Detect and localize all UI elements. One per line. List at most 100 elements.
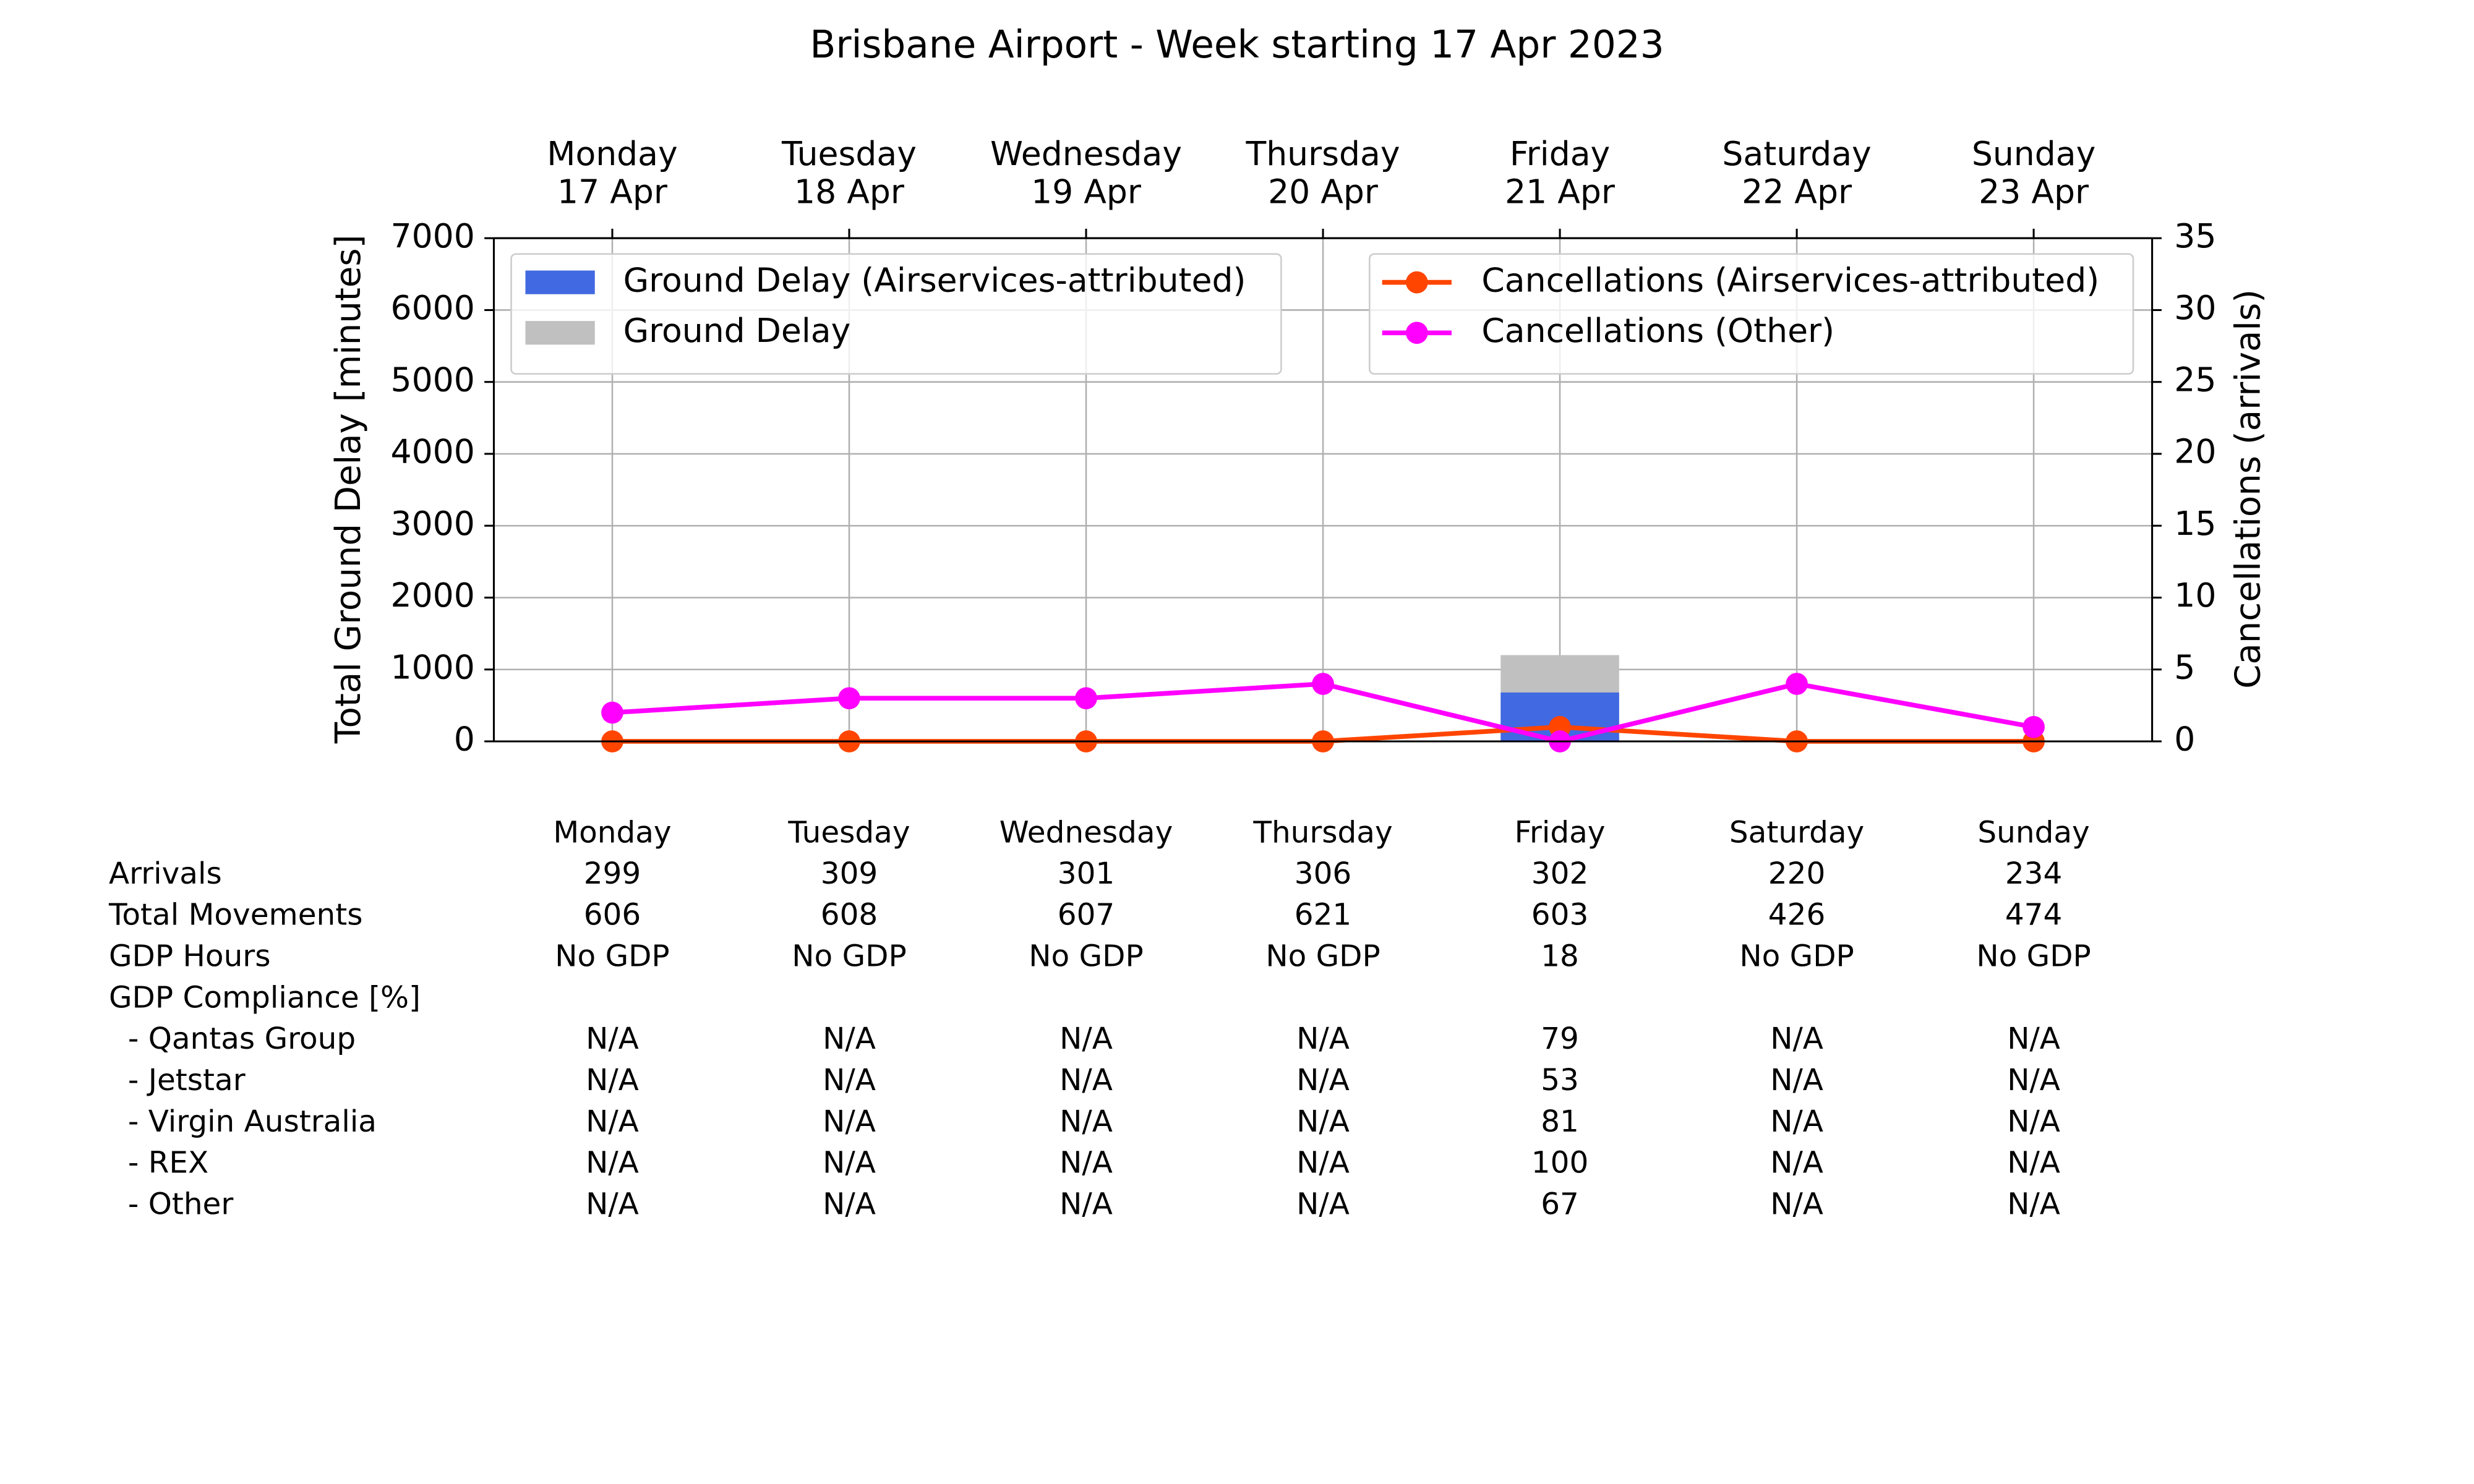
row-label: - REX xyxy=(109,1146,208,1180)
table-cell: 79 xyxy=(1541,1021,1579,1056)
y2-tick-label: 5 xyxy=(2174,647,2195,686)
y2-tick-label: 20 xyxy=(2174,432,2216,471)
table-cell: N/A xyxy=(586,1021,639,1056)
legend-swatch xyxy=(1405,271,1428,294)
legend-label: Cancellations (Other) xyxy=(1481,311,1834,350)
table-cell: N/A xyxy=(586,1146,639,1180)
y2-tick-label: 30 xyxy=(2174,288,2216,327)
table-cell: 301 xyxy=(1058,856,1115,891)
table-cell: 426 xyxy=(1768,898,1825,932)
table-cell: 81 xyxy=(1541,1104,1579,1139)
x-tick-label: Monday xyxy=(547,134,677,173)
legend-label: Ground Delay (Airservices-attributed) xyxy=(623,260,1246,299)
table-cell: No GDP xyxy=(792,939,906,973)
table-header: Tuesday xyxy=(787,815,910,850)
x-tick-label: 20 Apr xyxy=(1268,172,1379,211)
y-tick-label: 7000 xyxy=(391,216,475,255)
table-header: Thursday xyxy=(1252,815,1392,850)
table-cell: N/A xyxy=(2007,1146,2060,1180)
table-cell: No GDP xyxy=(555,939,669,973)
x-tick-label: Thursday xyxy=(1245,134,1400,173)
table-header: Saturday xyxy=(1729,815,1864,850)
y2-axis-label: Cancellations (arrivals) xyxy=(2228,289,2268,689)
y-tick-label: 3000 xyxy=(391,504,475,543)
table-cell: No GDP xyxy=(1976,939,2091,973)
table-cell: N/A xyxy=(2007,1063,2060,1098)
table-cell: 220 xyxy=(1768,856,1825,891)
table-cell: N/A xyxy=(823,1146,876,1180)
x-tick-label: Wednesday xyxy=(990,134,1182,173)
table-header: Sunday xyxy=(1977,815,2089,850)
marker xyxy=(1312,673,1334,695)
table-cell: N/A xyxy=(823,1187,876,1222)
table-cell: N/A xyxy=(1059,1187,1113,1222)
legend-swatch xyxy=(525,270,595,294)
y-tick-label: 0 xyxy=(454,720,475,759)
table-cell: N/A xyxy=(1296,1063,1350,1098)
x-tick-label: Sunday xyxy=(1972,134,2095,173)
table-cell: 234 xyxy=(2005,856,2062,891)
x-tick-label: 17 Apr xyxy=(557,172,668,211)
table-cell: 306 xyxy=(1295,856,1351,891)
x-tick-label: Friday xyxy=(1510,134,1610,173)
y2-tick-label: 35 xyxy=(2174,216,2216,255)
y-axis-label: Total Ground Delay [minutes] xyxy=(328,234,369,744)
y2-tick-label: 10 xyxy=(2174,576,2216,615)
table-cell: N/A xyxy=(1770,1104,1823,1139)
x-tick-label: Tuesday xyxy=(781,134,917,173)
table-cell: 606 xyxy=(584,898,641,932)
row-label: - Qantas Group xyxy=(109,1021,356,1056)
x-tick-label: 22 Apr xyxy=(1742,172,1852,211)
marker xyxy=(838,687,860,710)
table-cell: N/A xyxy=(823,1063,876,1098)
table-cell: N/A xyxy=(1059,1104,1113,1139)
table-cell: N/A xyxy=(586,1187,639,1222)
legend-box xyxy=(510,253,1282,375)
row-label: - Jetstar xyxy=(109,1063,246,1098)
marker xyxy=(2022,715,2045,738)
table-cell: 607 xyxy=(1058,898,1115,932)
y-tick-label: 1000 xyxy=(391,647,475,686)
legend-swatch xyxy=(525,321,595,345)
table-cell: 608 xyxy=(821,898,878,932)
table-header: Friday xyxy=(1515,815,1606,850)
table-header: Wednesday xyxy=(999,815,1173,850)
x-tick-label: 23 Apr xyxy=(1979,172,2089,211)
table-cell: 67 xyxy=(1541,1187,1579,1222)
marker xyxy=(1786,673,1808,695)
table-cell: 309 xyxy=(821,856,878,891)
y2-tick-label: 25 xyxy=(2174,360,2216,399)
x-tick-label: 18 Apr xyxy=(794,172,905,211)
table-cell: 100 xyxy=(1531,1146,1588,1180)
legend-label: Cancellations (Airservices-attributed) xyxy=(1481,260,2099,299)
x-tick-label: 19 Apr xyxy=(1031,172,1142,211)
x-tick-label: Saturday xyxy=(1722,134,1871,173)
table-header: Monday xyxy=(553,815,671,850)
table-cell: N/A xyxy=(823,1021,876,1056)
table-cell: 53 xyxy=(1541,1063,1579,1098)
table-cell: N/A xyxy=(1296,1146,1350,1180)
table-cell: N/A xyxy=(1296,1187,1350,1222)
marker xyxy=(601,701,623,724)
table-cell: N/A xyxy=(823,1104,876,1139)
table-cell: N/A xyxy=(586,1104,639,1139)
table-cell: N/A xyxy=(1059,1063,1113,1098)
table-cell: 474 xyxy=(2005,898,2062,932)
table-cell: No GDP xyxy=(1739,939,1854,973)
table-cell: N/A xyxy=(586,1063,639,1098)
table-cell: N/A xyxy=(2007,1021,2060,1056)
table-cell: N/A xyxy=(1770,1146,1823,1180)
table-cell: N/A xyxy=(1770,1187,1823,1222)
y-tick-label: 4000 xyxy=(391,432,475,471)
row-label: - Other xyxy=(109,1187,233,1222)
table-cell: N/A xyxy=(1770,1063,1823,1098)
table-cell: N/A xyxy=(1059,1021,1113,1056)
table-cell: N/A xyxy=(2007,1104,2060,1139)
table-cell: 603 xyxy=(1531,898,1588,932)
table-cell: 18 xyxy=(1541,939,1579,973)
legend-swatch xyxy=(1405,322,1428,344)
legend-box xyxy=(1369,253,2134,375)
table-cell: N/A xyxy=(2007,1187,2060,1222)
x-tick-label: 21 Apr xyxy=(1505,172,1616,211)
